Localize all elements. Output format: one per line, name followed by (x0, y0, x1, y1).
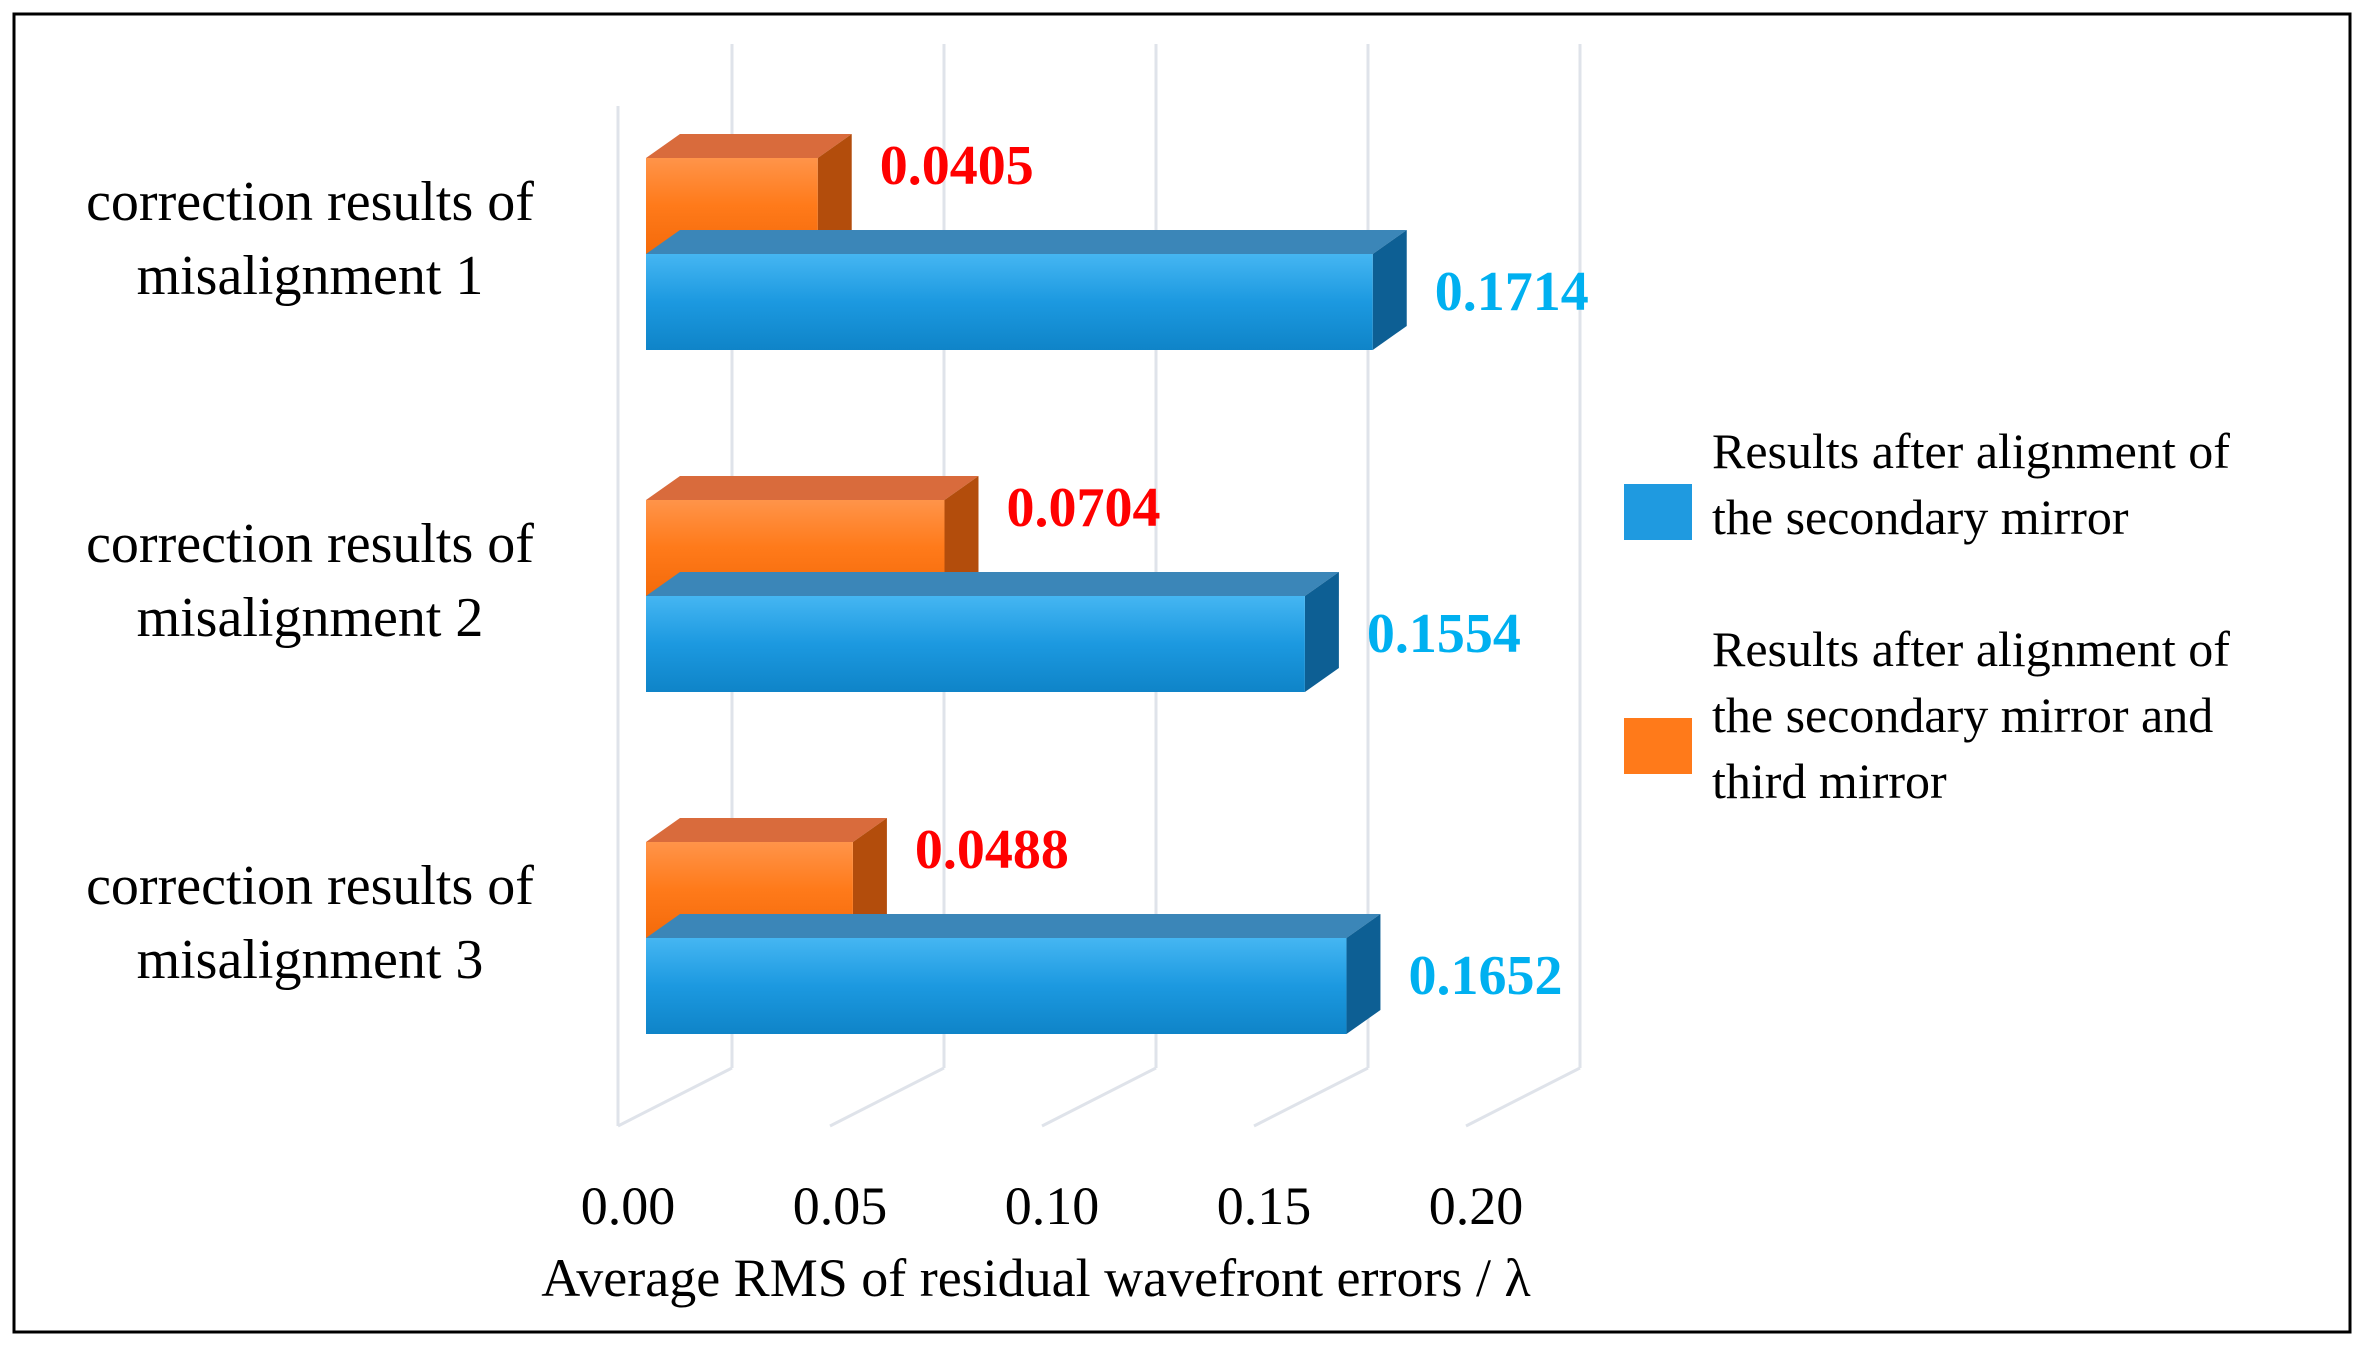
legend-label: the secondary mirror and (1712, 687, 2213, 743)
bar-side-face (817, 134, 852, 254)
bars-layer (646, 134, 1407, 1034)
data-label: 0.1554 (1367, 603, 1521, 665)
x-tick-label: 0.05 (793, 1176, 888, 1236)
gridline-floor (1041, 1066, 1157, 1128)
bar-side-face (944, 476, 979, 596)
legend-label: the secondary mirror (1712, 489, 2129, 545)
legend-label: Results after alignment of (1712, 621, 2230, 677)
bar-top-face (646, 818, 887, 842)
bar-side-face (852, 818, 887, 938)
x-tick-label: 0.10 (1005, 1176, 1100, 1236)
category-label: correction results of (86, 513, 534, 575)
x-tick-label: 0.20 (1429, 1176, 1524, 1236)
legend-label: third mirror (1712, 753, 1947, 809)
data-label: 0.0488 (915, 819, 1069, 881)
bar-top-face (646, 572, 1339, 596)
data-label: 0.0704 (1006, 477, 1160, 539)
legend-swatch (1624, 718, 1692, 774)
category-label: correction results of (86, 171, 534, 233)
bar-top-face (646, 476, 979, 500)
gridline-floor (829, 1066, 945, 1128)
gridline-floor (617, 1066, 733, 1128)
gridline-floor (1465, 1066, 1581, 1128)
bar-side-face (1346, 914, 1381, 1034)
legend-label: Results after alignment of (1712, 423, 2230, 479)
data-label: 0.1714 (1435, 261, 1589, 323)
bar-top-face (646, 230, 1407, 254)
bar-top-face (646, 914, 1381, 938)
bar (646, 254, 1373, 350)
x-tick-label: 0.00 (581, 1176, 676, 1236)
bar-side-face (1304, 572, 1339, 692)
bar-side-face (1372, 230, 1407, 350)
category-label: misalignment 2 (137, 587, 484, 649)
x-axis-title: Average RMS of residual wavefront errors… (541, 1248, 1530, 1308)
category-label: misalignment 1 (137, 245, 484, 307)
bar (646, 596, 1305, 692)
labels-layer: 0.00 0.05 0.10 0.15 0.20 correction results o… (86, 135, 1589, 1236)
bar (646, 938, 1347, 1034)
legend-swatch (1624, 484, 1692, 540)
data-label: 0.0405 (880, 135, 1034, 197)
bar-top-face (646, 134, 852, 158)
gridline-floor (1253, 1066, 1369, 1128)
category-label: misalignment 3 (137, 929, 484, 991)
category-label: correction results of (86, 855, 534, 917)
x-tick-label: 0.15 (1217, 1176, 1312, 1236)
data-label: 0.1652 (1408, 945, 1562, 1007)
legend: Results after alignment of the secondary … (1624, 423, 2230, 809)
